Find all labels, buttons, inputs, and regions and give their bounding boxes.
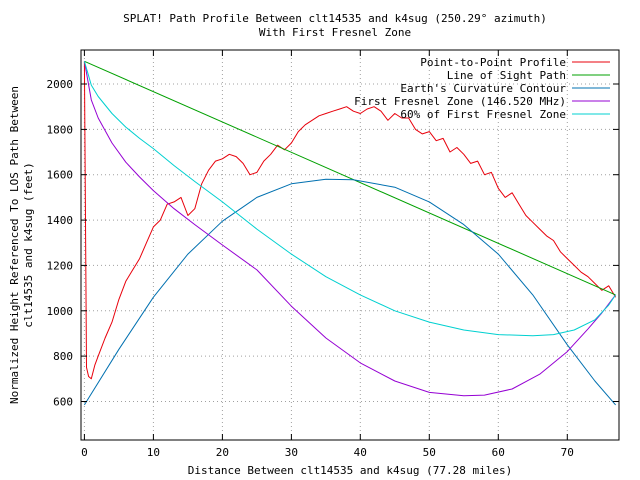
axis-ticks: 0 10 20 30 40 50 60 70 600 800 1000 1200 1400 1600 180… — [47, 50, 619, 459]
series-line-4 — [83, 61, 617, 337]
y-tick-label-5: 1600 — [47, 169, 74, 182]
y-tick-label-7: 2000 — [47, 78, 74, 91]
x-tick-label-2: 20 — [216, 446, 229, 459]
y-tick-label-4: 1400 — [47, 214, 74, 227]
y-axis-label-line2: clt14535 and k4sug (feet) — [22, 162, 35, 328]
chart-title: SPLAT! Path Profile Between clt14535 and… — [123, 12, 547, 25]
legend-label-0: Point-to-Point Profile — [420, 56, 566, 69]
legend-label-1: Line of Sight Path — [447, 69, 566, 82]
grid-lines — [81, 50, 619, 440]
y-tick-label-6: 1800 — [47, 123, 74, 136]
y-axis-label-line1: Normalized Height Referenced To LOS Path… — [8, 86, 21, 404]
legend-label-3: First Fresnel Zone (146.520 MHz) — [354, 95, 566, 108]
series-line-2 — [83, 178, 616, 406]
series-line-0 — [83, 61, 617, 380]
chart-subtitle: With First Fresnel Zone — [259, 26, 411, 39]
x-tick-label-0: 0 — [81, 446, 88, 459]
legend-label-2: Earth's Curvature Contour — [400, 82, 566, 95]
y-tick-label-2: 1000 — [47, 305, 74, 318]
x-tick-label-6: 60 — [492, 446, 505, 459]
y-tick-label-3: 1200 — [47, 259, 74, 272]
x-tick-label-5: 50 — [423, 446, 436, 459]
y-tick-label-1: 800 — [53, 350, 73, 363]
series-line-1 — [84, 60, 616, 296]
x-tick-label-4: 40 — [354, 446, 367, 459]
legend-label-4: 60% of First Fresnel Zone — [400, 108, 566, 121]
series-line-3 — [83, 61, 616, 397]
x-tick-label-1: 10 — [147, 446, 160, 459]
x-axis-label: Distance Between clt14535 and k4sug (77.… — [188, 464, 513, 477]
x-tick-label-7: 70 — [561, 446, 574, 459]
x-tick-label-3: 30 — [285, 446, 298, 459]
plot-frame — [80, 49, 620, 441]
series-lines — [83, 60, 617, 406]
y-tick-label-0: 600 — [53, 396, 73, 409]
